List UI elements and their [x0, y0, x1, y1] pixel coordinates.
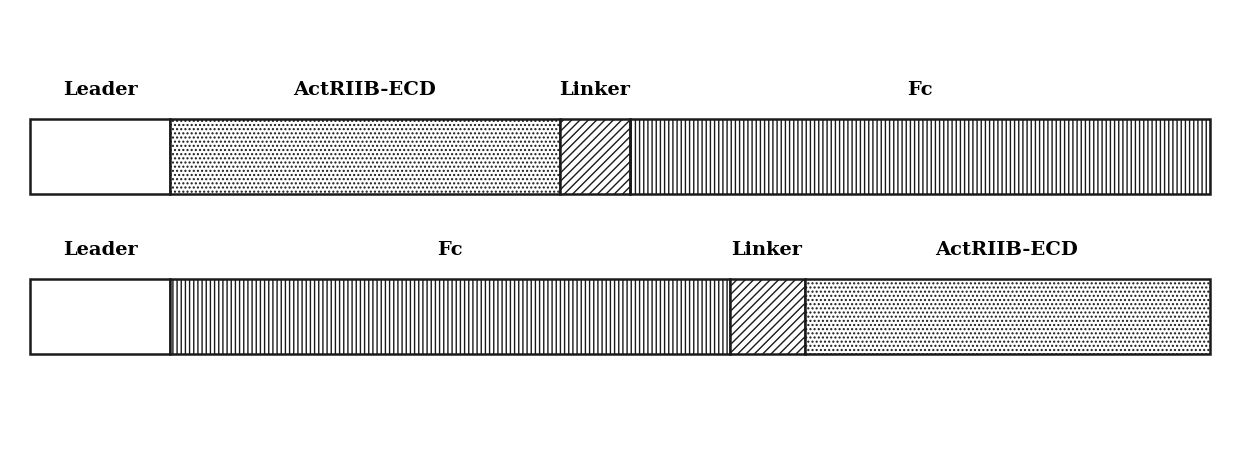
Bar	[630, 119, 1210, 194]
Text: Leader: Leader	[63, 81, 138, 99]
Bar	[560, 119, 630, 194]
Text: Linker: Linker	[732, 241, 802, 259]
Bar	[170, 119, 560, 194]
Text: ActRIIB-ECD: ActRIIB-ECD	[935, 241, 1079, 259]
Bar	[730, 279, 805, 354]
Bar	[30, 119, 170, 194]
Bar	[805, 279, 1210, 354]
Text: Leader: Leader	[63, 241, 138, 259]
Text: Linker: Linker	[559, 81, 630, 99]
Text: Fc: Fc	[438, 241, 463, 259]
Text: Fc: Fc	[908, 81, 932, 99]
Text: ActRIIB-ECD: ActRIIB-ECD	[294, 81, 436, 99]
Bar	[170, 279, 730, 354]
Bar	[30, 279, 170, 354]
